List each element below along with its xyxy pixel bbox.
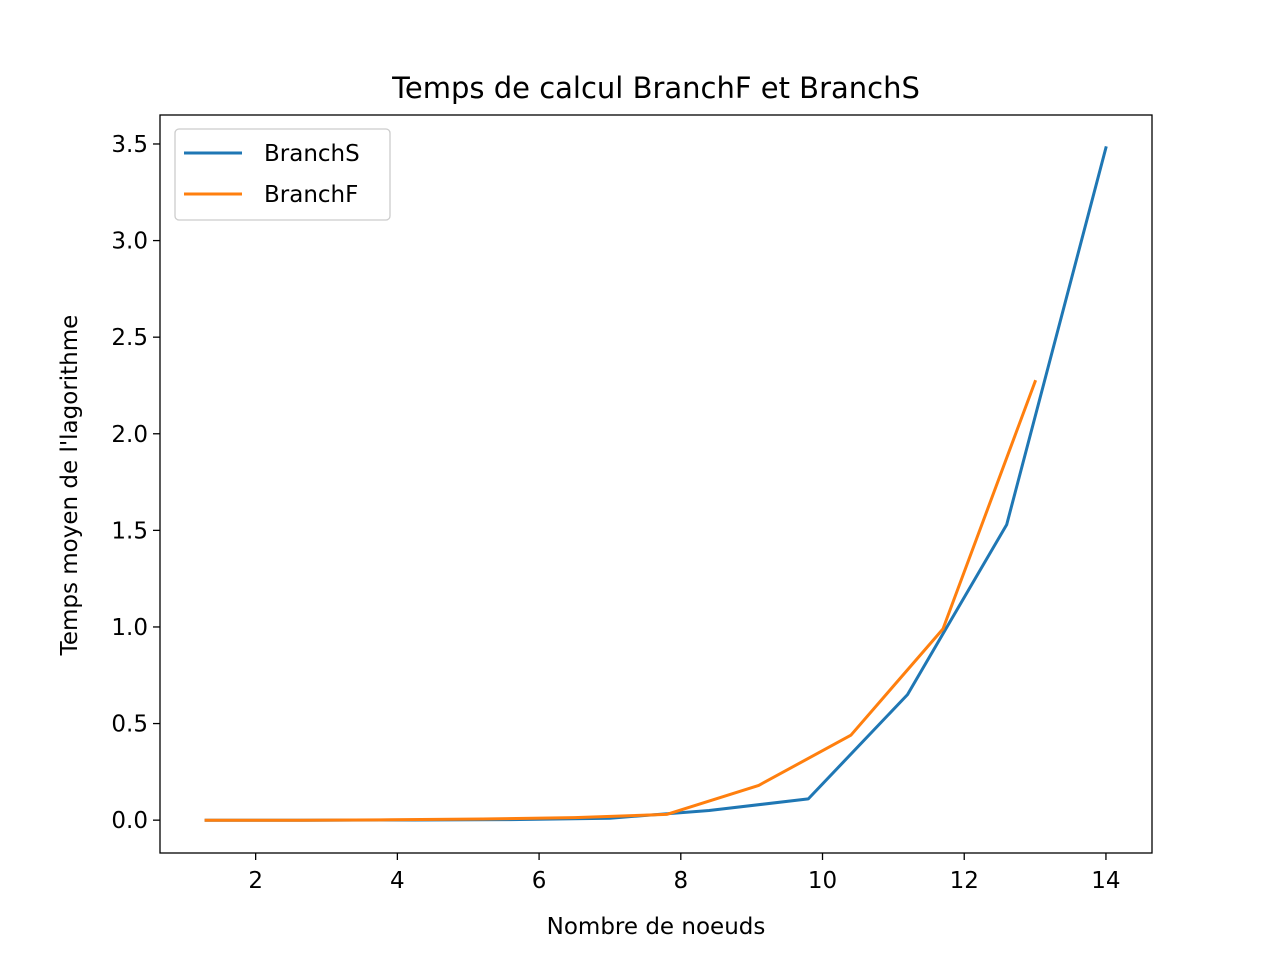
x-tick-label: 12 <box>950 868 979 894</box>
y-axis-label: Temps moyen de l'lagorithme <box>57 315 83 657</box>
y-tick-label: 2.5 <box>111 325 148 351</box>
y-axis-ticks: 0.0 0.5 1.0 1.5 2.0 2.5 3.0 3.5 <box>111 132 160 834</box>
y-tick-label: 0.5 <box>111 712 148 738</box>
x-tick-label: 8 <box>673 868 688 894</box>
legend-label-branchs: BranchS <box>264 141 360 167</box>
x-axis-label: Nombre de noeuds <box>547 914 766 940</box>
chart-title: Temps de calcul BranchF et BranchS <box>391 71 920 105</box>
x-tick-label: 10 <box>808 868 837 894</box>
x-axis-ticks: 2 4 6 8 10 12 14 <box>248 853 1121 894</box>
series-line-branchf <box>204 379 1038 822</box>
legend: BranchS BranchF <box>174 128 391 221</box>
y-tick-label: 3.0 <box>111 229 148 255</box>
x-tick-label: 6 <box>532 868 547 894</box>
y-tick-label: 0.0 <box>111 808 148 834</box>
series-layer <box>204 145 1108 822</box>
legend-label-branchf: BranchF <box>264 182 358 208</box>
x-tick-label: 4 <box>390 868 405 894</box>
x-tick-label: 14 <box>1091 868 1120 894</box>
x-tick-label: 2 <box>248 868 263 894</box>
y-tick-label: 3.5 <box>111 132 148 158</box>
y-tick-label: 1.0 <box>111 615 148 641</box>
y-tick-label: 1.5 <box>111 518 148 544</box>
plot-frame <box>159 114 1153 854</box>
plot-area <box>159 114 1153 854</box>
y-tick-label: 2.0 <box>111 422 148 448</box>
